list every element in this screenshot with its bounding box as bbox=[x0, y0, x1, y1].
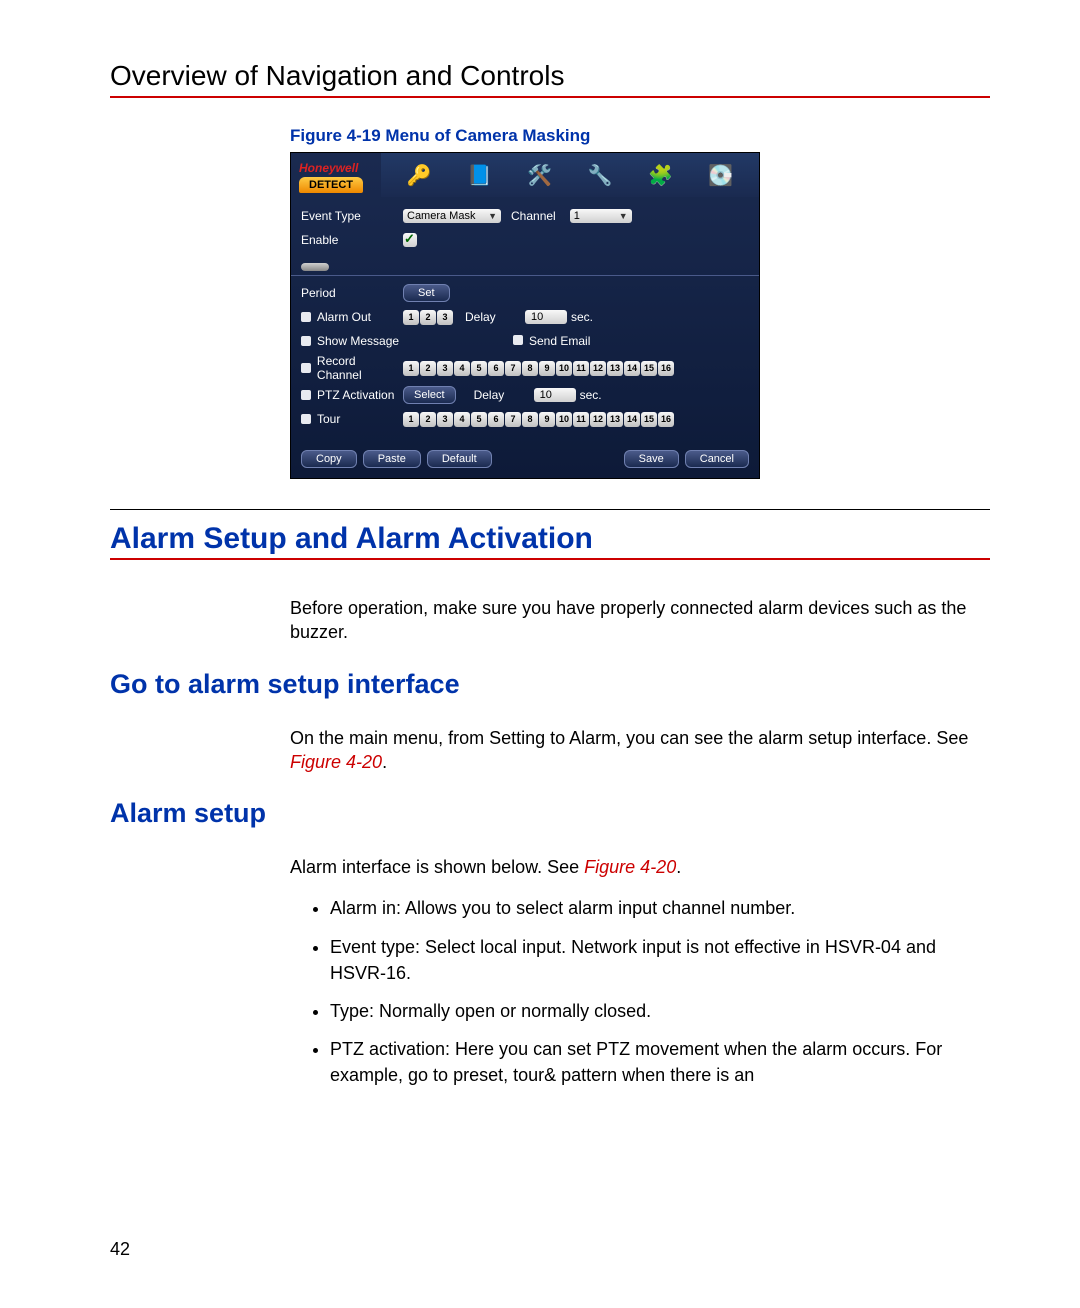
paragraph-intro: Before operation, make sure you have pro… bbox=[110, 596, 990, 645]
alarm-out-channels[interactable]: 1 2 3 bbox=[403, 310, 453, 325]
puzzle-icon[interactable]: 🧩 bbox=[646, 161, 674, 189]
channel-3[interactable]: 3 bbox=[437, 310, 453, 325]
alarm-delay-value[interactable]: 10 bbox=[525, 310, 567, 324]
channel-1[interactable]: 1 bbox=[403, 310, 419, 325]
event-type-label: Event Type bbox=[301, 209, 403, 223]
screenshot-topbar: Honeywell DETECT 🔑 📘 🛠️ 🔧 🧩 💽 bbox=[291, 153, 759, 197]
event-type-value: Camera Mask bbox=[407, 210, 475, 222]
bullet-type: Type: Normally open or normally closed. bbox=[330, 998, 990, 1024]
copy-button[interactable]: Copy bbox=[301, 450, 357, 468]
event-type-select[interactable]: Camera Mask ▼ bbox=[403, 209, 501, 223]
section-heading-alarm-setup-activation: Alarm Setup and Alarm Activation bbox=[110, 522, 990, 560]
sensitivity-slider[interactable] bbox=[301, 263, 329, 271]
bullet-event-type: Event type: Select local input. Network … bbox=[330, 934, 990, 986]
period-label: Period bbox=[301, 286, 403, 300]
figure-caption: Figure 4-19 Menu of Camera Masking bbox=[110, 126, 990, 146]
enable-checkbox[interactable] bbox=[403, 233, 417, 247]
enable-label: Enable bbox=[301, 233, 403, 247]
bullet-alarm-in: Alarm in: Allows you to select alarm inp… bbox=[330, 895, 990, 921]
cancel-button[interactable]: Cancel bbox=[685, 450, 749, 468]
config-icon[interactable]: 🔧 bbox=[586, 161, 614, 189]
channel-value: 1 bbox=[574, 210, 580, 222]
figure-reference: Figure 4-20 bbox=[290, 752, 382, 772]
screenshot-body: Event Type Camera Mask▼ Channel 1▼ Enabl… bbox=[291, 197, 759, 438]
brand-column: Honeywell DETECT bbox=[291, 157, 381, 193]
default-button[interactable]: Default bbox=[427, 450, 492, 468]
subsection-alarm-setup: Alarm setup bbox=[110, 798, 990, 829]
disk-icon[interactable]: 💽 bbox=[707, 161, 735, 189]
brand-logo: Honeywell bbox=[299, 161, 358, 175]
section-divider bbox=[110, 509, 990, 510]
page-header: Overview of Navigation and Controls bbox=[110, 60, 990, 98]
ptz-select-button[interactable]: Select bbox=[403, 386, 456, 404]
show-message-label: Show Message bbox=[301, 334, 403, 348]
bullet-ptz-activation: PTZ activation: Here you can set PTZ mov… bbox=[330, 1036, 990, 1088]
channel-2[interactable]: 2 bbox=[420, 310, 436, 325]
paste-button[interactable]: Paste bbox=[363, 450, 421, 468]
toolbar-icons: 🔑 📘 🛠️ 🔧 🧩 💽 bbox=[381, 153, 759, 197]
screenshot-button-row: Copy Paste Default Save Cancel bbox=[291, 438, 759, 478]
page-number: 42 bbox=[110, 1239, 130, 1260]
record-channel-label: Record Channel bbox=[301, 354, 403, 382]
bullet-list: Alarm in: Allows you to select alarm inp… bbox=[110, 895, 990, 1088]
tour-channels[interactable]: 1 2 3 4 5 6 7 8 9 10 11 12 13 14 15 16 bbox=[403, 412, 674, 427]
send-email-label: Send Email bbox=[513, 334, 590, 348]
alarm-delay-label: Delay bbox=[465, 310, 525, 324]
paragraph-alarm-setup: Alarm interface is shown below. See Figu… bbox=[110, 855, 990, 879]
divider bbox=[291, 275, 759, 276]
key-icon[interactable]: 🔑 bbox=[405, 161, 433, 189]
ptz-delay-label: Delay bbox=[474, 388, 534, 402]
ptz-delay-unit: sec. bbox=[580, 388, 602, 402]
subsection-goto-alarm-setup: Go to alarm setup interface bbox=[110, 669, 990, 700]
chevron-down-icon: ▼ bbox=[619, 211, 628, 221]
note-icon[interactable]: 📘 bbox=[465, 161, 493, 189]
tools-icon[interactable]: 🛠️ bbox=[526, 161, 554, 189]
channel-label: Channel bbox=[511, 209, 556, 223]
period-set-button[interactable]: Set bbox=[403, 284, 450, 302]
paragraph-goto: On the main menu, from Setting to Alarm,… bbox=[110, 726, 990, 775]
tour-label: Tour bbox=[301, 412, 403, 426]
record-channels[interactable]: 1 2 3 4 5 6 7 8 9 10 11 12 13 14 15 16 bbox=[403, 361, 674, 376]
alarm-out-label: Alarm Out bbox=[301, 310, 403, 324]
save-button[interactable]: Save bbox=[624, 450, 679, 468]
detect-tab[interactable]: DETECT bbox=[299, 177, 363, 193]
alarm-delay-unit: sec. bbox=[571, 310, 593, 324]
camera-masking-screenshot: Honeywell DETECT 🔑 📘 🛠️ 🔧 🧩 💽 Event Type… bbox=[290, 152, 760, 479]
ptz-activation-label: PTZ Activation bbox=[301, 388, 403, 402]
ptz-delay-value[interactable]: 10 bbox=[534, 388, 576, 402]
channel-select[interactable]: 1▼ bbox=[570, 209, 632, 223]
chevron-down-icon: ▼ bbox=[488, 211, 497, 221]
figure-reference: Figure 4-20 bbox=[584, 857, 676, 877]
